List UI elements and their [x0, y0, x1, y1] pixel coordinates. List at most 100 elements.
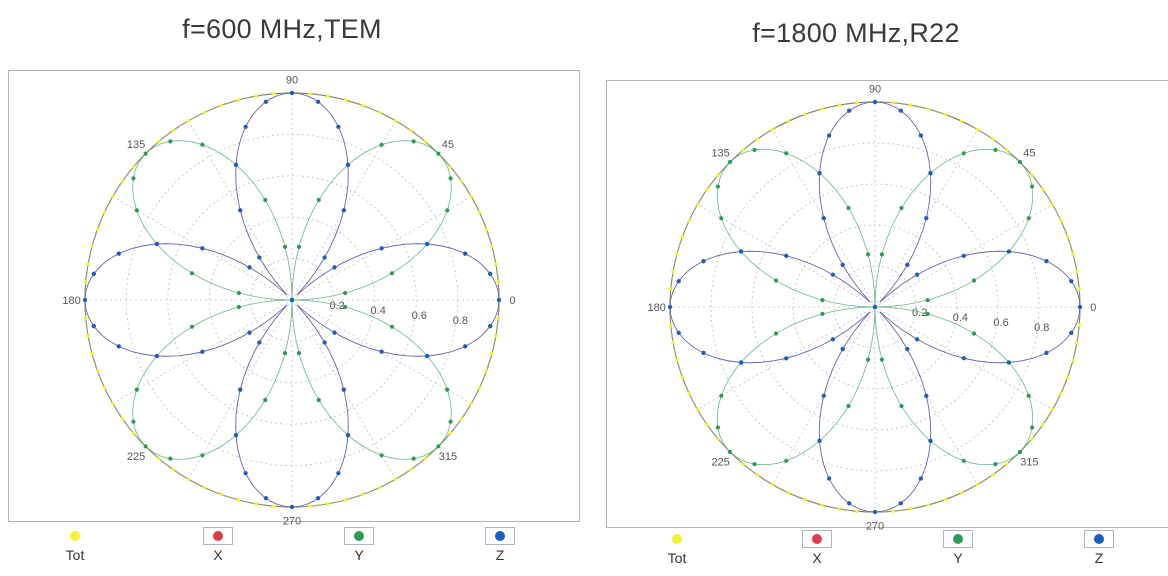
data-point-tot: [975, 482, 980, 487]
data-point-tot: [186, 118, 191, 123]
data-point-y: [1030, 184, 1035, 189]
data-point-y: [143, 444, 148, 449]
data-point-tot: [786, 119, 791, 123]
data-point-y: [282, 244, 288, 249]
data-point-y: [925, 311, 930, 316]
data-point-z: [1044, 350, 1049, 355]
angle-tick-label: 270: [866, 520, 884, 532]
data-point-z: [961, 253, 966, 258]
polar-grid-circle: [751, 183, 999, 431]
radial-tick-label: 0.4: [371, 305, 386, 317]
legend-swatch-x: [802, 530, 832, 548]
data-point-tot: [741, 462, 745, 466]
legend-swatch-x: [203, 527, 233, 545]
legend-item-tot: Tot: [647, 530, 707, 566]
legend-item-z: Z: [470, 527, 530, 563]
data-point-z: [496, 297, 502, 303]
legend-swatch-tot: [662, 530, 692, 548]
data-point-y: [899, 403, 904, 409]
data-point-tot: [131, 165, 136, 169]
data-point-y: [236, 290, 241, 296]
data-point-tot: [272, 92, 276, 96]
data-point-y: [773, 331, 779, 336]
data-point-tot: [1075, 269, 1079, 274]
data-point-y: [445, 208, 450, 213]
data-point-y: [236, 304, 241, 310]
data-point-tot: [84, 316, 88, 320]
data-point-y: [389, 271, 395, 276]
data-point-y: [168, 456, 173, 461]
data-point-y: [784, 151, 789, 156]
data-point-tot: [219, 492, 223, 497]
data-point-y: [784, 458, 789, 463]
legend-item-y: Y: [329, 527, 389, 563]
data-point-y: [820, 311, 825, 316]
data-point-z: [847, 501, 852, 506]
data-point-tot: [855, 101, 859, 105]
data-point-z: [263, 496, 268, 501]
data-point-z: [905, 262, 910, 267]
data-point-z: [915, 337, 920, 342]
data-point-z: [289, 297, 295, 303]
data-point-z: [116, 344, 121, 349]
data-point-tot: [755, 137, 760, 141]
radial-tick-label: 0.2: [912, 307, 927, 319]
data-point-z: [898, 108, 903, 113]
data-point-tot: [477, 210, 482, 215]
data-point-tot: [680, 235, 685, 239]
legend-swatch-y: [344, 527, 374, 545]
data-point-tot: [755, 473, 760, 477]
data-point-y: [143, 151, 148, 156]
data-point-tot: [820, 503, 824, 507]
data-point-tot: [669, 323, 673, 327]
data-point-tot: [669, 287, 673, 291]
data-point-tot: [1005, 462, 1009, 466]
data-point-tot: [157, 139, 161, 144]
angle-tick-label: 45: [442, 139, 454, 151]
data-point-tot: [393, 118, 398, 123]
data-point-z: [488, 324, 493, 329]
data-point-tot: [272, 504, 276, 509]
data-point-z: [817, 171, 822, 176]
data-point-y: [752, 147, 757, 152]
data-point-y: [899, 205, 904, 211]
data-point-tot: [837, 103, 842, 107]
polar-spoke: [874, 204, 1053, 308]
data-point-tot: [459, 179, 464, 184]
legend-marker-x: [213, 531, 223, 541]
data-point-z: [739, 249, 744, 254]
data-point-z: [872, 304, 878, 310]
data-point-z: [905, 347, 910, 352]
data-point-tot: [186, 477, 191, 482]
data-point-tot: [695, 407, 700, 412]
data-point-tot: [90, 244, 94, 249]
angle-tick-label: 315: [1020, 456, 1038, 468]
data-point-z: [316, 99, 321, 104]
data-point-tot: [361, 492, 365, 497]
legend-label: Tot: [65, 547, 85, 563]
radial-tick-label: 0.6: [993, 317, 1008, 329]
data-point-y: [389, 324, 395, 329]
data-point-tot: [120, 416, 125, 421]
data-point-z: [830, 272, 835, 277]
data-point-y: [715, 184, 720, 189]
data-point-z: [289, 504, 295, 510]
data-point-tot: [131, 431, 136, 435]
angle-tick-label: 180: [647, 302, 665, 314]
data-point-tot: [1059, 218, 1063, 223]
data-point-tot: [496, 316, 501, 320]
data-point-z: [821, 393, 826, 398]
data-point-tot: [1065, 235, 1070, 239]
data-point-tot: [959, 119, 964, 123]
data-point-z: [1077, 304, 1083, 310]
data-point-tot: [84, 280, 88, 284]
data-point-y: [846, 403, 851, 409]
data-point-tot: [908, 103, 913, 107]
data-point-tot: [671, 269, 675, 274]
data-point-y: [1026, 393, 1031, 398]
polar-spoke: [874, 306, 978, 485]
legend-label: Y: [953, 550, 963, 566]
legend-item-tot: Tot: [45, 527, 105, 563]
data-point-tot: [1071, 252, 1075, 256]
data-point-tot: [102, 385, 107, 390]
